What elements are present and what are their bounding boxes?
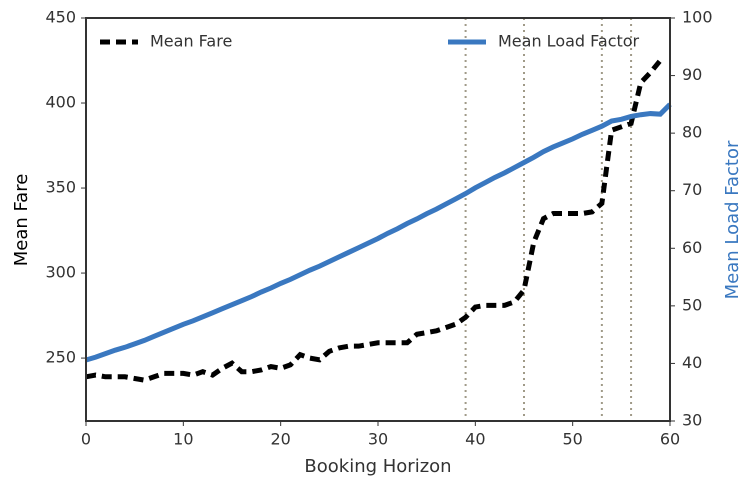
y2-tick-label: 60 (682, 238, 702, 257)
x-tick-label: 60 (660, 430, 680, 449)
y-tick-label: 450 (45, 8, 76, 27)
y-axis-label: Mean Fare (11, 174, 32, 267)
y-tick-label: 350 (45, 178, 76, 197)
data-line (85, 58, 663, 383)
y-tick-label: 250 (45, 348, 76, 367)
y2-tick-label: 80 (682, 123, 702, 142)
legend-label: Mean Fare (150, 32, 232, 51)
plot-frame (85, 17, 671, 422)
x-axis-label: Booking Horizon (304, 456, 451, 477)
data-line (85, 102, 672, 363)
y2-tick-label: 40 (682, 353, 702, 372)
y2-tick-label: 90 (682, 65, 702, 84)
x-tick-label: 0 (81, 430, 91, 449)
y2-tick-label: 50 (682, 295, 702, 314)
x-tick-label: 20 (270, 430, 290, 449)
y2-tick-label: 30 (682, 411, 702, 430)
legend-label: Mean Load Factor (498, 32, 640, 51)
y2-axis-label: Mean Load Factor (722, 140, 742, 299)
x-tick-label: 10 (173, 430, 193, 449)
y-tick-label: 300 (45, 263, 76, 282)
y-tick-label: 400 (45, 93, 76, 112)
y2-tick-label: 100 (682, 8, 713, 27)
y2-tick-label: 70 (682, 180, 702, 199)
x-tick-label: 40 (465, 430, 485, 449)
x-tick-label: 50 (562, 430, 582, 449)
x-tick-label: 30 (368, 430, 388, 449)
